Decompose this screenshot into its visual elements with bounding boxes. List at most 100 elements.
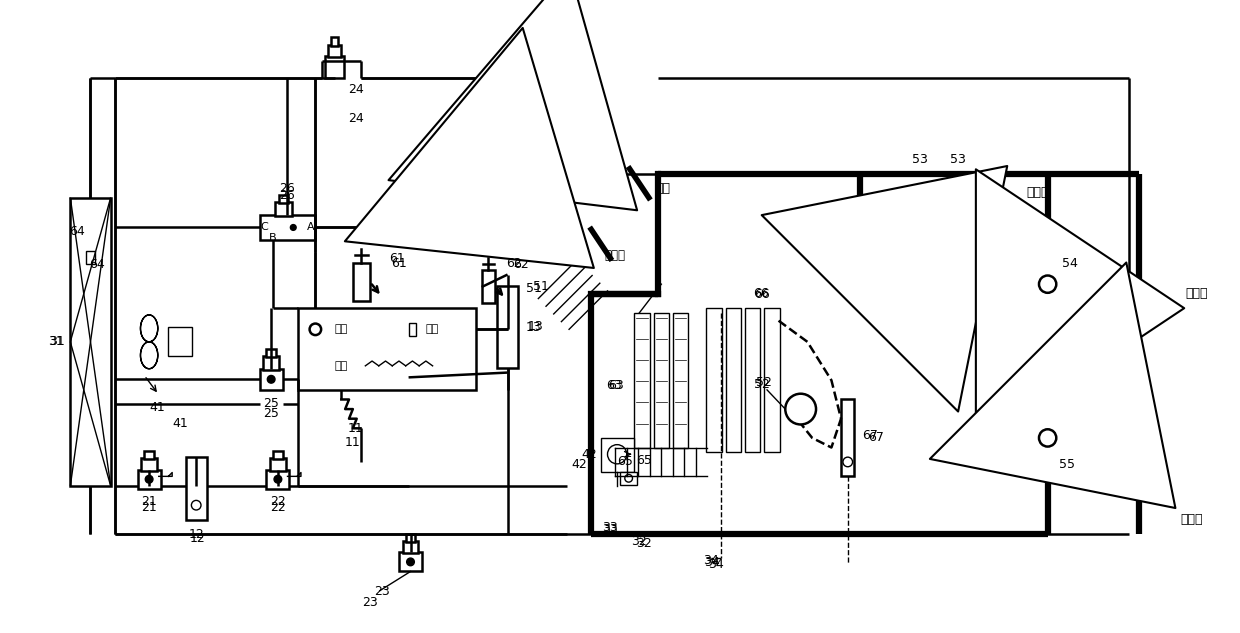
Bar: [267, 349, 277, 357]
Bar: [353, 263, 371, 301]
Text: 内循环: 内循环: [605, 249, 626, 262]
Bar: [86, 251, 95, 264]
Text: 34: 34: [704, 556, 720, 569]
Bar: [138, 470, 161, 489]
Circle shape: [145, 475, 153, 483]
Bar: [399, 552, 422, 572]
Text: 63: 63: [606, 379, 622, 392]
Bar: [481, 270, 495, 303]
Circle shape: [407, 558, 414, 566]
Bar: [327, 45, 341, 58]
Circle shape: [843, 457, 853, 467]
Text: 51: 51: [533, 280, 549, 292]
Text: 33: 33: [603, 523, 619, 536]
Bar: [620, 472, 637, 485]
Text: 53: 53: [911, 153, 928, 166]
Circle shape: [1039, 275, 1056, 293]
Text: 34: 34: [703, 555, 719, 567]
Text: 64: 64: [69, 225, 84, 238]
Text: 65: 65: [616, 456, 632, 468]
Circle shape: [274, 475, 281, 483]
Text: 26: 26: [280, 182, 295, 194]
Text: 除霜风: 除霜风: [1027, 186, 1049, 199]
Text: 12: 12: [188, 527, 205, 541]
Text: 12: 12: [190, 532, 205, 545]
Text: 13: 13: [526, 321, 542, 334]
Text: 54: 54: [1064, 254, 1080, 266]
Text: 21: 21: [141, 501, 157, 513]
Circle shape: [191, 500, 201, 510]
Text: 31: 31: [50, 335, 64, 348]
Text: 23: 23: [373, 585, 389, 598]
Bar: [263, 356, 279, 370]
Text: 42: 42: [572, 458, 588, 472]
Bar: [653, 313, 670, 448]
Text: 21: 21: [141, 495, 157, 508]
Text: 23: 23: [362, 596, 378, 609]
Bar: [279, 195, 289, 203]
Text: 63: 63: [609, 379, 624, 392]
Text: 34: 34: [708, 558, 724, 571]
Text: 62: 62: [513, 258, 529, 272]
Text: B: B: [269, 233, 277, 243]
Text: 66: 66: [754, 287, 769, 300]
Bar: [71, 197, 110, 486]
Text: 25: 25: [263, 397, 279, 410]
Text: 52: 52: [756, 375, 773, 389]
Circle shape: [290, 225, 296, 230]
Text: 55: 55: [1059, 458, 1075, 472]
Bar: [745, 308, 760, 453]
Text: 11: 11: [345, 436, 361, 449]
Text: 67: 67: [862, 430, 878, 442]
Text: 吸气: 吸气: [427, 324, 439, 334]
Bar: [267, 470, 289, 489]
Text: 24: 24: [348, 113, 363, 125]
Bar: [764, 308, 780, 453]
Text: 65: 65: [636, 454, 652, 468]
Bar: [707, 308, 722, 453]
Bar: [409, 323, 417, 336]
Text: HVAC: HVAC: [1049, 391, 1104, 408]
Text: 吹脚风: 吹脚风: [1180, 513, 1203, 526]
Bar: [169, 327, 192, 356]
Bar: [405, 534, 415, 542]
Circle shape: [625, 475, 632, 482]
Text: 新风: 新风: [656, 182, 671, 194]
Text: 61: 61: [389, 252, 405, 265]
Text: A: A: [306, 222, 315, 232]
Circle shape: [1039, 429, 1056, 446]
Text: 22: 22: [270, 501, 285, 513]
Bar: [725, 308, 742, 453]
Text: 41: 41: [172, 417, 187, 430]
Text: 排气: 排气: [335, 324, 348, 334]
Text: 26: 26: [280, 189, 295, 203]
Text: 11: 11: [348, 422, 363, 435]
Text: 42: 42: [582, 448, 598, 461]
Bar: [325, 56, 345, 78]
Text: 13: 13: [528, 320, 543, 333]
Text: 32: 32: [631, 536, 647, 548]
Bar: [275, 203, 293, 216]
Bar: [403, 541, 418, 553]
Text: 55: 55: [1056, 414, 1073, 427]
Text: 53: 53: [950, 153, 966, 166]
Text: 41: 41: [149, 401, 165, 414]
Text: 22: 22: [270, 495, 285, 508]
Text: 54: 54: [1061, 256, 1078, 270]
Circle shape: [608, 444, 626, 464]
Text: 补气: 补气: [335, 361, 348, 371]
Bar: [144, 451, 154, 459]
Circle shape: [268, 375, 275, 383]
Bar: [601, 438, 635, 472]
Text: 25: 25: [263, 408, 279, 420]
Text: 64: 64: [89, 258, 105, 272]
Bar: [141, 458, 156, 470]
Circle shape: [785, 394, 816, 425]
Bar: [497, 286, 518, 368]
Bar: [259, 215, 315, 240]
Bar: [270, 458, 285, 470]
Bar: [273, 451, 283, 459]
Bar: [331, 37, 339, 46]
Bar: [259, 369, 283, 390]
Text: 61: 61: [391, 256, 407, 270]
